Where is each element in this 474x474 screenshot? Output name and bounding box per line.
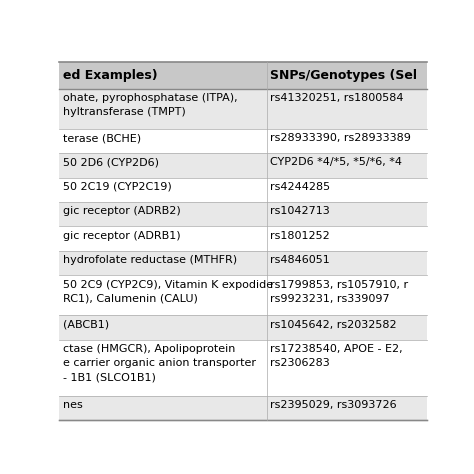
Bar	[59, 396, 427, 420]
Bar	[59, 89, 427, 128]
Text: rs4244285: rs4244285	[271, 182, 330, 192]
Bar	[59, 153, 427, 177]
Bar	[59, 227, 427, 251]
Text: ctase (HMGCR), Apolipoprotein
e carrier organic anion transporter
- 1B1 (SLCO1B1: ctase (HMGCR), Apolipoprotein e carrier …	[63, 344, 256, 382]
Text: rs17238540, APOE - E2,
rs2306283: rs17238540, APOE - E2, rs2306283	[271, 344, 403, 368]
Bar	[59, 315, 427, 340]
Text: 50 2C19 (CYP2C19): 50 2C19 (CYP2C19)	[63, 182, 172, 192]
Text: CYP2D6 *4/*5, *5/*6, *4: CYP2D6 *4/*5, *5/*6, *4	[271, 157, 402, 167]
Text: rs1045642, rs2032582: rs1045642, rs2032582	[271, 320, 397, 330]
Text: nes: nes	[63, 400, 82, 410]
Bar	[59, 202, 427, 227]
Bar	[59, 275, 427, 315]
Text: ohate, pyrophosphatase (ITPA),
hyltransferase (TMPT): ohate, pyrophosphatase (ITPA), hyltransf…	[63, 93, 237, 117]
Text: hydrofolate reductase (MTHFR): hydrofolate reductase (MTHFR)	[63, 255, 237, 265]
Text: rs1799853, rs1057910, r
rs9923231, rs339097: rs1799853, rs1057910, r rs9923231, rs339…	[271, 280, 409, 304]
Text: rs28933390, rs28933389: rs28933390, rs28933389	[271, 133, 411, 143]
Text: rs1042713: rs1042713	[271, 206, 330, 216]
Text: (ABCB1): (ABCB1)	[63, 320, 109, 330]
Text: rs2395029, rs3093726: rs2395029, rs3093726	[271, 400, 397, 410]
Text: gic receptor (ADRB1): gic receptor (ADRB1)	[63, 231, 181, 241]
Text: rs4846051: rs4846051	[271, 255, 330, 265]
Text: terase (BCHE): terase (BCHE)	[63, 133, 141, 143]
Bar	[59, 128, 427, 153]
Text: ed Examples): ed Examples)	[63, 69, 157, 82]
Text: rs41320251, rs1800584: rs41320251, rs1800584	[271, 93, 404, 103]
Text: rs1801252: rs1801252	[271, 231, 330, 241]
Text: gic receptor (ADRB2): gic receptor (ADRB2)	[63, 206, 181, 216]
Text: 50 2C9 (CYP2C9), Vitamin K expodide
RC1), Calumenin (CALU): 50 2C9 (CYP2C9), Vitamin K expodide RC1)…	[63, 280, 273, 304]
Bar	[59, 340, 427, 396]
Bar	[59, 63, 427, 89]
Text: SNPs/Genotypes (Sel: SNPs/Genotypes (Sel	[271, 69, 418, 82]
Text: 50 2D6 (CYP2D6): 50 2D6 (CYP2D6)	[63, 157, 159, 167]
Bar	[59, 251, 427, 275]
Bar	[59, 177, 427, 202]
